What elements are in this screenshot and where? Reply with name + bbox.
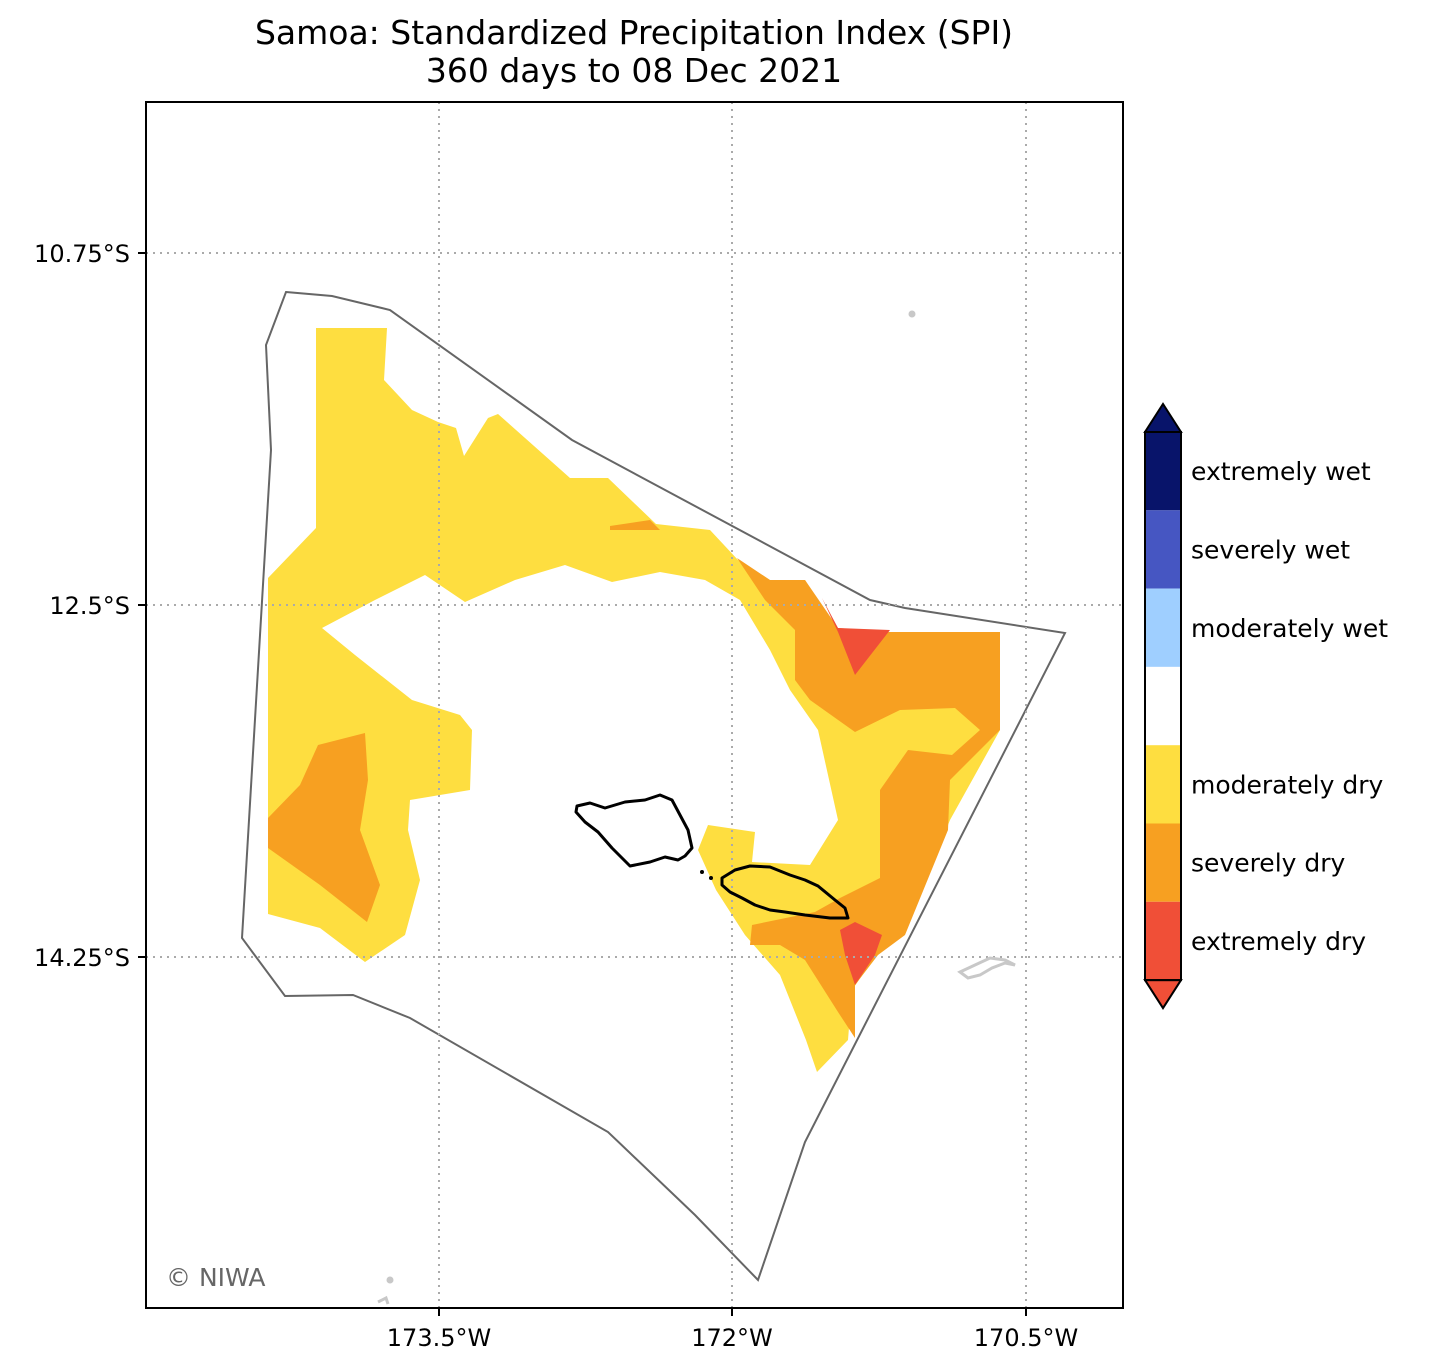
gridlines	[146, 102, 1123, 1308]
x-tick-label-2: 172°W	[691, 1324, 773, 1352]
map-title: Samoa: Standardized Precipitation Index …	[0, 14, 1268, 90]
y-tick-label-1: 10.75°S	[34, 240, 130, 268]
southern-islet-2	[377, 1295, 390, 1305]
severely-dry-regions	[268, 520, 1000, 1038]
map-frame	[145, 101, 1124, 1309]
colorbar-swatch-extremely-wet	[1145, 432, 1181, 511]
swains-island	[908, 310, 916, 318]
x-tick-label-1: 173.5°W	[387, 1324, 491, 1352]
colorbar-label-extremely-dry: extremely dry	[1191, 927, 1366, 956]
east-severe-dry-region	[737, 558, 1000, 1038]
southern-islet-1	[386, 1276, 394, 1284]
savaii-island	[574, 793, 694, 868]
y-tick-label-2: 12.5°S	[49, 592, 130, 620]
colorbar-label-moderately-dry: moderately dry	[1191, 770, 1384, 799]
north-severe-dry-strip	[610, 520, 660, 530]
samoa-coastline	[574, 793, 850, 920]
x-tick-label-3: 170.5°W	[974, 1324, 1078, 1352]
colorbar-label-extremely-wet: extremely wet	[1191, 457, 1371, 486]
colorbar-swatch-extremely-dry	[1145, 901, 1181, 981]
colorbar-extend-wet	[1143, 402, 1183, 433]
apolima-island	[700, 870, 704, 874]
colorbar-swatch-moderately-dry	[1145, 745, 1181, 824]
colorbar-label-moderately-wet: moderately wet	[1191, 614, 1388, 643]
northeast-extreme-dry-region	[822, 598, 890, 675]
colorbar: extremely wet severely wet moderately wet m…	[1143, 402, 1388, 1010]
niwa-credit: © NIWA	[166, 1263, 265, 1292]
y-tick-label-3: 14.25°S	[34, 944, 130, 972]
title-line-2: 360 days to 08 Dec 2021	[425, 51, 843, 90]
colorbar-swatch-severely-dry	[1145, 823, 1181, 902]
west-severe-dry-region	[268, 733, 380, 922]
colorbar-label-severely-wet: severely wet	[1191, 535, 1350, 564]
extremely-dry-regions	[822, 598, 890, 985]
colorbar-outline	[1144, 431, 1182, 982]
colorbar-label-severely-dry: severely dry	[1191, 849, 1346, 878]
tutuila-island	[957, 956, 1016, 980]
manono-island	[709, 876, 713, 880]
southeast-extreme-dry-region	[840, 922, 882, 985]
colorbar-extend-dry	[1143, 979, 1183, 1010]
colorbar-swatch-moderately-wet	[1145, 588, 1181, 667]
title-line-1: Samoa: Standardized Precipitation Index …	[254, 13, 1014, 52]
tick-marks	[138, 252, 1027, 1316]
upolu-island	[720, 864, 850, 920]
colorbar-swatch-severely-wet	[1145, 510, 1181, 589]
eez-boundary	[240, 290, 1067, 1282]
colorbar-swatch-normal	[1145, 666, 1181, 746]
neighbouring-land	[377, 310, 1016, 1305]
